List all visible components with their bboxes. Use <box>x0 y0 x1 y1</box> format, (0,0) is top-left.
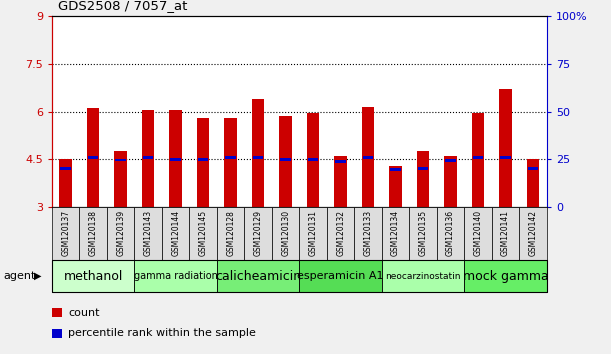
Bar <box>299 207 327 260</box>
Bar <box>114 152 127 207</box>
Bar <box>79 207 107 260</box>
Bar <box>217 207 244 260</box>
Text: GSM120135: GSM120135 <box>419 210 428 256</box>
Bar <box>134 207 162 260</box>
Text: calicheamicin: calicheamicin <box>215 270 301 282</box>
Text: agent: agent <box>3 271 35 281</box>
Bar <box>472 113 485 207</box>
Bar <box>197 118 210 207</box>
Bar <box>244 207 272 260</box>
Bar <box>308 158 318 161</box>
Text: GSM120137: GSM120137 <box>61 210 70 256</box>
Bar <box>390 168 401 171</box>
Bar <box>389 166 402 207</box>
Bar <box>527 159 540 207</box>
Text: GSM120140: GSM120140 <box>474 210 483 256</box>
Bar <box>363 156 373 159</box>
Bar <box>52 207 79 260</box>
Text: mock gamma: mock gamma <box>463 270 549 282</box>
Text: gamma radiation: gamma radiation <box>134 271 218 281</box>
Bar <box>52 329 62 338</box>
Bar <box>382 260 464 292</box>
Text: percentile rank within the sample: percentile rank within the sample <box>68 328 256 338</box>
Bar <box>225 156 236 159</box>
Text: GSM120141: GSM120141 <box>501 210 510 256</box>
Text: GSM120144: GSM120144 <box>171 210 180 256</box>
Bar <box>107 207 134 260</box>
Text: GSM120145: GSM120145 <box>199 210 208 256</box>
Text: methanol: methanol <box>64 270 123 282</box>
Bar <box>87 108 100 207</box>
Bar <box>280 158 291 161</box>
Bar <box>382 207 409 260</box>
Bar <box>417 152 430 207</box>
Bar <box>115 159 126 161</box>
Text: GSM120130: GSM120130 <box>281 210 290 256</box>
Bar <box>198 158 208 161</box>
Bar <box>499 89 512 207</box>
Bar <box>142 110 155 207</box>
Text: GDS2508 / 7057_at: GDS2508 / 7057_at <box>58 0 188 12</box>
Bar <box>60 167 71 170</box>
Bar <box>519 207 547 260</box>
Bar <box>189 207 217 260</box>
Text: GSM120142: GSM120142 <box>529 210 538 256</box>
Bar <box>162 207 189 260</box>
Bar <box>473 156 483 159</box>
Bar <box>335 160 346 163</box>
Text: GSM120143: GSM120143 <box>144 210 153 256</box>
Bar <box>327 207 354 260</box>
Bar <box>437 207 464 260</box>
Bar <box>217 260 299 292</box>
Text: GSM120129: GSM120129 <box>254 210 263 256</box>
Bar <box>88 156 98 159</box>
Bar <box>334 156 347 207</box>
Bar <box>170 158 181 161</box>
Bar <box>445 159 456 162</box>
Bar <box>52 308 62 317</box>
Text: GSM120133: GSM120133 <box>364 210 373 256</box>
Text: GSM120128: GSM120128 <box>226 210 235 256</box>
Text: GSM120139: GSM120139 <box>116 210 125 256</box>
Bar <box>52 260 134 292</box>
Bar <box>362 107 375 207</box>
Bar <box>279 116 292 207</box>
Text: GSM120136: GSM120136 <box>446 210 455 256</box>
Text: ▶: ▶ <box>34 271 41 281</box>
Text: GSM120132: GSM120132 <box>336 210 345 256</box>
Bar <box>253 156 263 159</box>
Text: GSM120134: GSM120134 <box>391 210 400 256</box>
Bar <box>409 207 437 260</box>
Bar <box>307 113 320 207</box>
Bar <box>528 167 538 170</box>
Text: neocarzinostatin: neocarzinostatin <box>386 272 461 281</box>
Bar <box>224 118 237 207</box>
Bar <box>169 110 182 207</box>
Bar <box>500 156 511 159</box>
Bar <box>59 159 72 207</box>
Text: count: count <box>68 308 100 318</box>
Bar <box>252 99 265 207</box>
Bar <box>418 167 428 170</box>
Bar <box>354 207 382 260</box>
Bar <box>492 207 519 260</box>
Bar <box>464 207 492 260</box>
Text: esperamicin A1: esperamicin A1 <box>298 271 384 281</box>
Bar <box>143 156 153 159</box>
Bar <box>134 260 217 292</box>
Text: GSM120131: GSM120131 <box>309 210 318 256</box>
Bar <box>272 207 299 260</box>
Bar <box>444 156 457 207</box>
Text: GSM120138: GSM120138 <box>89 210 98 256</box>
Bar <box>464 260 547 292</box>
Bar <box>299 260 382 292</box>
